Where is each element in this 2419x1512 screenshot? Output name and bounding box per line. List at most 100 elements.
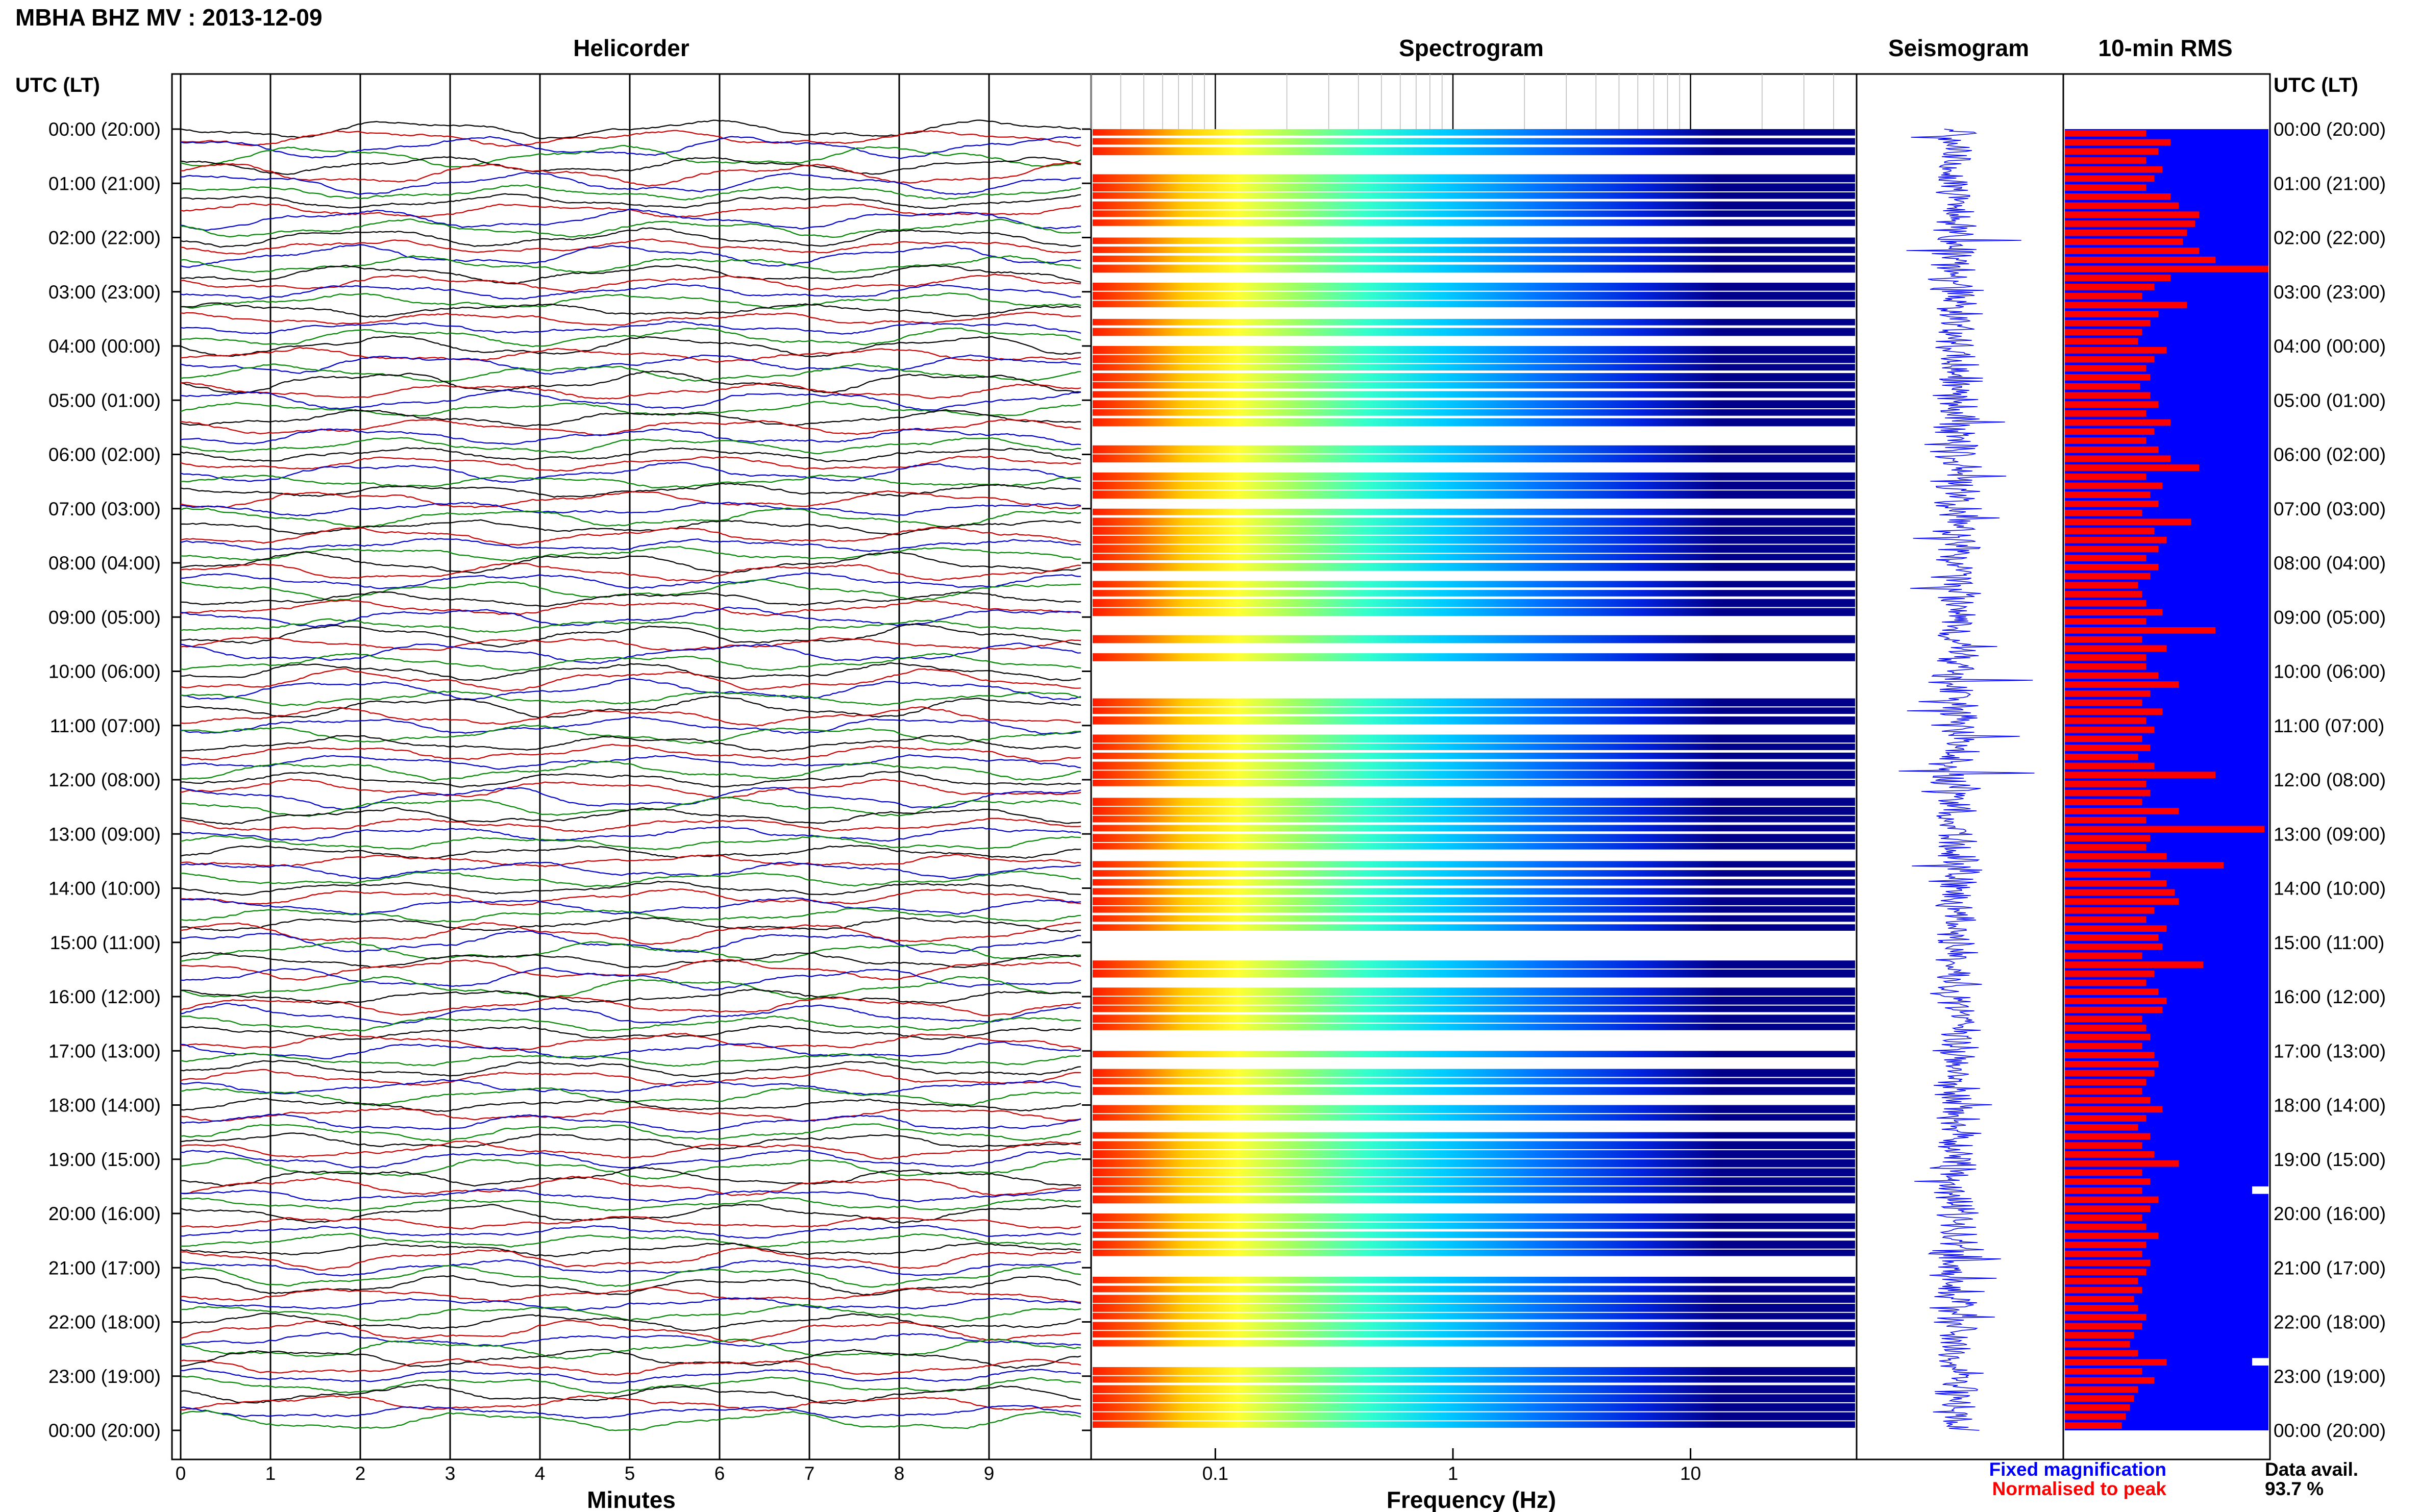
rms-bar [2065,1332,2134,1339]
rms-bar [2065,211,2200,218]
helicorder-trace [180,897,1081,915]
rms-bar [2065,654,2146,661]
spectrogram-strip [1093,454,1855,463]
rms-bar [2065,591,2142,598]
rms-bar [2065,844,2146,851]
rms-bar [2065,220,2195,227]
helicorder-trace [180,1052,1081,1067]
helicorder-trace [180,1025,1081,1040]
helicorder-trace [180,1106,1081,1122]
rms-bar [2065,202,2179,209]
helicorder-trace [180,606,1081,628]
rms-bar [2065,338,2138,344]
rms-bar [2065,374,2151,381]
spectrogram-strip [1093,1241,1855,1249]
helicorder-trace [180,771,1081,788]
helicorder-title: Helicorder [573,35,689,61]
spectrogram-strip [1093,1394,1855,1402]
spectrogram-strip [1093,1213,1855,1222]
spectrogram-strip [1093,599,1855,607]
rms-bar [2065,1142,2142,1149]
rms-bar [2065,446,2159,453]
rms-bar [2065,1296,2134,1303]
rms-bar [2065,907,2155,914]
rms-bar [2065,1169,2142,1176]
time-tick-right: 09:00 (05:00) [2274,607,2386,628]
helicorder-trace [180,642,1081,664]
rms-bar [2065,1323,2142,1330]
helicorder-trace [180,1368,1081,1384]
helicorder-trace [180,1339,1081,1360]
helicorder-trace [180,623,1081,648]
spectrogram-strip [1093,635,1855,643]
rms-bar [2065,600,2146,607]
rms-bar [2065,1395,2134,1402]
helicorder-trace [180,462,1081,483]
spectrogram-strip [1093,283,1855,291]
rms-bar [2065,672,2159,679]
rms-bar [2065,428,2155,435]
spectrogram-strip [1093,490,1855,499]
rms-bar [2065,808,2179,814]
helicorder-trace [180,916,1081,933]
rms-bar [2065,1061,2159,1068]
spectrogram-strip [1093,183,1855,191]
spectrogram-strip [1093,472,1855,481]
time-tick-right: 02:00 (22:00) [2274,228,2386,249]
rms-bar [2065,501,2159,507]
helicorder-trace [180,382,1081,400]
helicorder-trace [180,1225,1081,1239]
spectrogram-strip [1093,1403,1855,1411]
spectrogram-strip [1093,1331,1855,1337]
helicorder-x-label: Minutes [587,1486,676,1512]
rms-bar [2065,1178,2151,1185]
spectrogram-strip [1093,1051,1855,1057]
spectrogram-strip [1093,147,1855,156]
helicorder-trace [180,1312,1081,1332]
helicorder-trace [180,845,1081,859]
rms-bar [2065,735,2142,742]
helicorder-trace [180,1188,1081,1203]
helicorder-trace [180,695,1081,718]
helicorder-trace [180,1015,1081,1032]
helicorder-trace [180,264,1081,285]
helicorder-trace [180,1286,1081,1303]
rms-bar [2065,284,2155,290]
rms-bar [2065,826,2264,833]
spectrogram-strip [1093,879,1855,886]
rms-bar [2065,745,2151,751]
helicorder-trace [180,996,1081,1017]
rms-bar [2065,1052,2155,1058]
rms-bar [2065,1413,2126,1420]
helicorder-trace [180,591,1081,607]
spectrogram-strip [1093,581,1855,588]
spectrogram-strip [1093,508,1855,515]
helicorder-trace [180,1113,1081,1133]
spectrogram-strip [1093,1285,1855,1293]
helicorder-trace [180,363,1081,383]
helicorder-trace [180,1233,1081,1248]
spectrogram-strip [1093,870,1855,877]
rms-bar [2065,193,2171,200]
time-tick-right: 13:00 (09:00) [2274,824,2386,845]
rms-bar [2065,347,2167,354]
spectrogram-strip [1093,590,1855,597]
helicorder-trace [180,474,1081,489]
helicorder-trace [180,706,1081,727]
time-tick-left: 13:00 (09:00) [48,824,161,845]
helicorder-trace [180,1132,1081,1150]
spectrogram-strip [1093,554,1855,560]
data-availability-label: Data avail. [2265,1459,2358,1480]
rms-bar [2065,762,2155,770]
spectrogram-strip [1093,834,1855,842]
helicorder-trace [180,817,1081,832]
spectrogram-strip [1093,544,1855,553]
spectrogram-strip [1093,897,1855,905]
helicorder-trace [180,826,1081,842]
helicorder-trace [180,572,1081,589]
spectrogram-strip [1093,906,1855,913]
rms-bar [2065,365,2146,372]
rms-bar [2065,988,2159,995]
rms-bar [2065,998,2167,1004]
rms-bar [2065,925,2167,932]
